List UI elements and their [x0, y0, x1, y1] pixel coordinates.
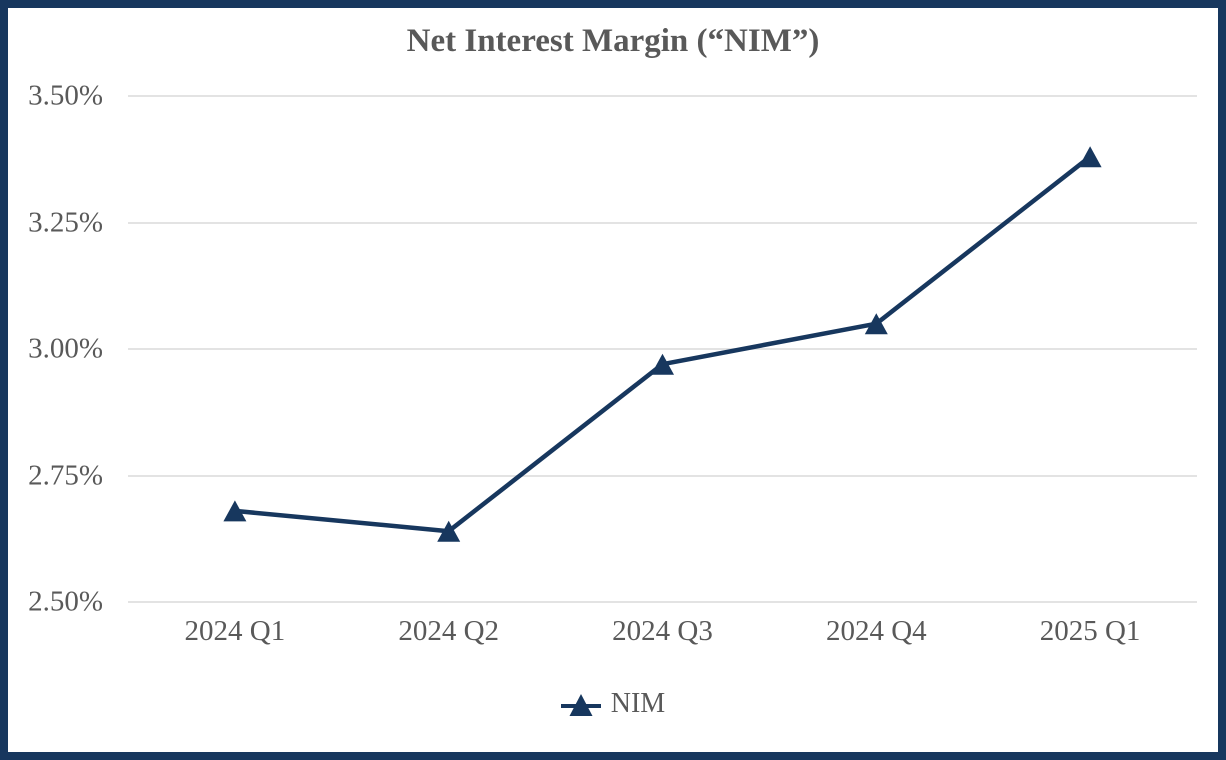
data-point-marker-2024-Q4 — [864, 313, 888, 335]
data-point-marker-2024-Q3 — [651, 353, 674, 375]
x-tick-label-2024-Q1: 2024 Q1 — [184, 615, 286, 647]
data-point-marker-2024-Q2 — [437, 520, 461, 542]
gridline-2.50% — [128, 601, 1197, 603]
data-point-marker-2024-Q1 — [223, 500, 247, 522]
legend-triangle-marker-icon — [560, 694, 601, 716]
legend-label: NIM — [610, 688, 666, 719]
gridline-3.00% — [128, 348, 1197, 350]
legend: NIM — [8, 690, 1218, 720]
series-markers — [223, 146, 1102, 542]
x-tick-label-2025-Q1: 2025 Q1 — [1039, 615, 1141, 647]
y-tick-label-3.25%: 3.25% — [28, 206, 103, 238]
nim-line-series — [223, 146, 1102, 542]
y-tick-label-2.75%: 2.75% — [28, 459, 103, 491]
x-tick-label-2024-Q2: 2024 Q2 — [398, 615, 500, 647]
gridline-3.50% — [128, 95, 1197, 97]
chart-title: Net Interest Margin (“NIM”) — [406, 23, 820, 59]
y-tick-label-3.00%: 3.00% — [28, 332, 103, 365]
series-line — [232, 154, 1093, 534]
gridline-3.25% — [128, 221, 1197, 224]
x-tick-label-2024-Q3: 2024 Q3 — [612, 615, 713, 647]
data-point-marker-2025-Q1 — [1078, 146, 1102, 168]
gridline-2.75% — [128, 474, 1197, 477]
y-tick-label-2.50%: 2.50% — [28, 585, 103, 618]
plot-area — [128, 95, 1197, 603]
x-tick-label-2024-Q4: 2024 Q4 — [825, 615, 927, 647]
y-tick-label-3.50%: 3.50% — [28, 79, 103, 112]
